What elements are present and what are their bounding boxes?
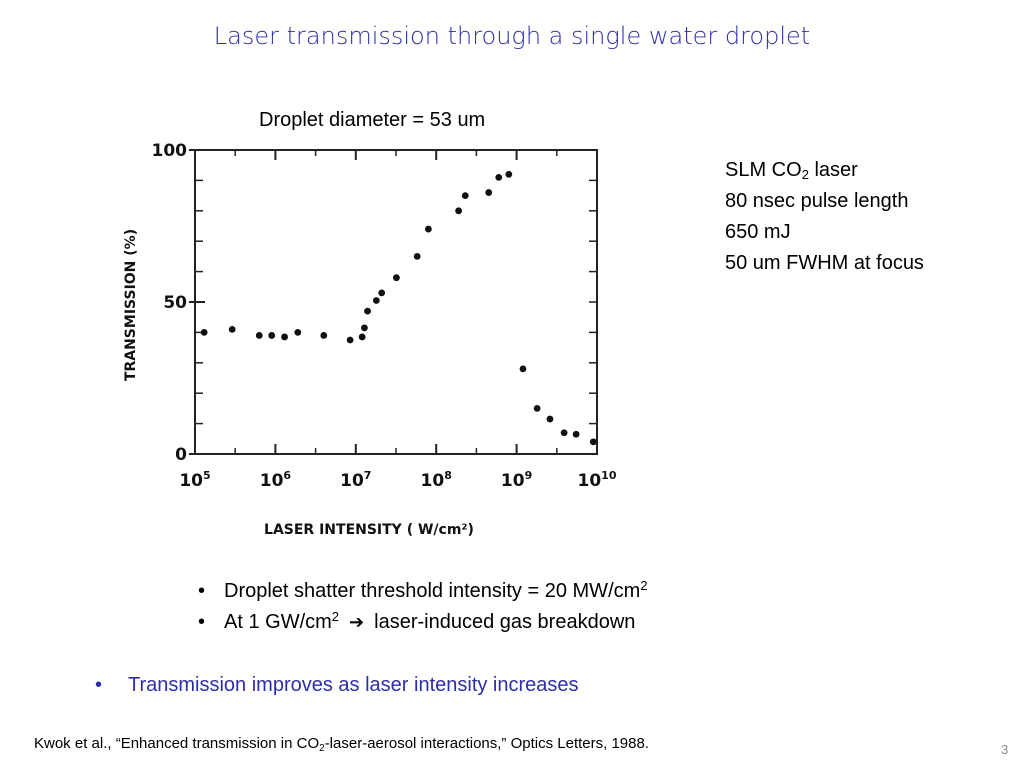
gas-breakdown-text: At 1 GW/cm2 ➔ laser-induced gas breakdown	[224, 607, 635, 638]
data-point	[572, 430, 580, 438]
x-tick-label: 105	[179, 469, 210, 491]
data-point	[455, 207, 463, 215]
data-point	[505, 170, 513, 178]
page-number: 3	[1001, 742, 1009, 757]
main-point-text: Transmission improves as laser intensity…	[128, 674, 579, 696]
x-axis-label: LASER INTENSITY ( W/cm²)	[264, 522, 474, 538]
x-tick-label: 1010	[578, 469, 617, 491]
data-point	[413, 253, 421, 260]
x-tick-label: 107	[340, 469, 371, 491]
laser-type-line: SLM CO2 laser	[725, 159, 858, 182]
bullet-marker: •	[198, 580, 206, 602]
y-axis-label: TRANSMISSION (%)	[123, 229, 139, 381]
x-tick-label: 106	[260, 469, 292, 491]
data-point	[495, 173, 503, 181]
data-point	[346, 336, 354, 344]
data-point	[378, 289, 386, 297]
data-point	[268, 332, 276, 339]
x-tick-label: 109	[501, 469, 532, 491]
data-point	[589, 438, 597, 446]
data-point	[372, 297, 380, 304]
y-tick-label: 50	[163, 293, 187, 313]
main-point: • Transmission improves as laser intensi…	[95, 674, 579, 697]
shatter-threshold-item: • Droplet shatter threshold intensity = …	[198, 576, 648, 607]
gas-breakdown-item: • At 1 GW/cm2 ➔ laser-induced gas breakdow…	[198, 607, 648, 638]
y-tick-label: 0	[175, 445, 187, 465]
data-point	[364, 307, 371, 315]
data-point	[281, 333, 288, 341]
data-point	[533, 405, 541, 412]
data-point	[461, 192, 469, 200]
bullet-marker: •	[95, 674, 103, 696]
data-point	[200, 329, 208, 336]
x-tick-label: 108	[421, 469, 452, 491]
data-point	[358, 333, 366, 341]
data-point	[320, 332, 328, 339]
x-axis-ticks: 105 106 107 108 109 1010	[179, 150, 617, 491]
slide-title: Laser transmission through a single wate…	[213, 22, 811, 50]
data-point	[361, 324, 368, 332]
droplet-diameter-label: Droplet diameter = 53 um	[259, 109, 486, 131]
data-point	[546, 415, 554, 423]
shatter-threshold-text: Droplet shatter threshold intensity = 20…	[224, 578, 648, 602]
data-point	[560, 429, 568, 437]
beam-width-line: 50 um FWHM at focus	[725, 252, 924, 274]
pulse-energy-line: 650 mJ	[725, 221, 791, 243]
data-point	[519, 365, 527, 373]
data-point	[294, 329, 302, 336]
y-axis-ticks: 0 50 100	[152, 141, 205, 465]
data-points	[200, 170, 597, 446]
bullet-marker: •	[198, 611, 206, 633]
data-point	[255, 332, 263, 339]
right-arrow-icon: ➔	[349, 612, 365, 632]
data-point	[393, 274, 400, 282]
findings-list: • Droplet shatter threshold intensity = …	[198, 576, 648, 638]
data-point	[485, 189, 493, 196]
data-point	[425, 225, 432, 233]
laser-parameters: SLM CO2 laser 80 nsec pulse length 650 m…	[725, 155, 924, 279]
data-point	[228, 325, 236, 333]
citation: Kwok et al., “Enhanced transmission in C…	[34, 735, 649, 754]
y-tick-label: 100	[152, 141, 188, 161]
pulse-length-line: 80 nsec pulse length	[725, 190, 909, 212]
